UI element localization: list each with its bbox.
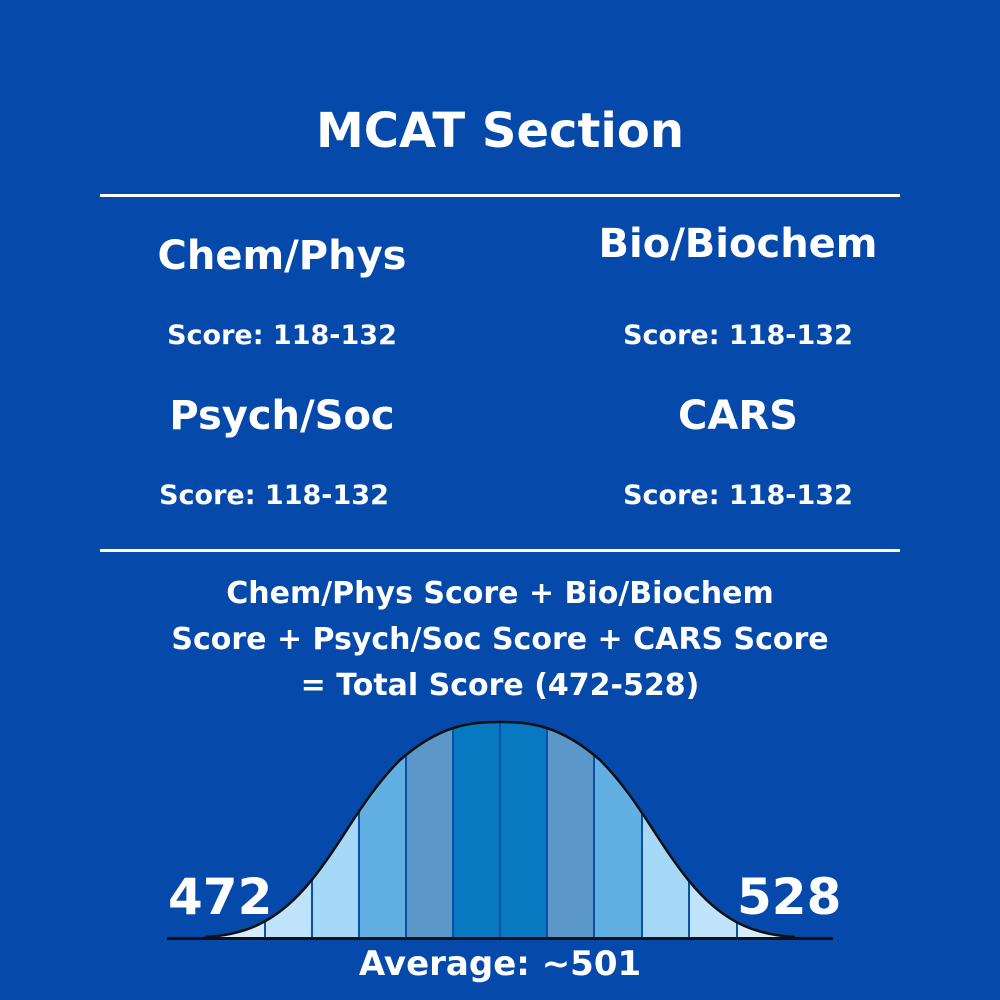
section-bio-biochem-score: Score: 118-132 (623, 320, 853, 351)
bell-curve-chart (167, 720, 833, 940)
section-bio-biochem-name: Bio/Biochem (598, 221, 878, 267)
section-chem-phys-name: Chem/Phys (157, 233, 407, 279)
score-formula: Chem/Phys Score + Bio/Biochem Score + Ps… (0, 571, 1000, 709)
formula-line-2: Score + Psych/Soc Score + CARS Score (171, 622, 829, 657)
max-score-label: 528 (737, 868, 842, 926)
bottom-divider (100, 549, 900, 552)
top-divider (100, 194, 900, 197)
formula-line-1: Chem/Phys Score + Bio/Biochem (226, 576, 774, 611)
bell-curve-outline (204, 720, 796, 939)
min-score-label: 472 (168, 868, 273, 926)
formula-line-3: = Total Score (472-528) (300, 668, 700, 703)
section-chem-phys-score: Score: 118-132 (167, 320, 397, 351)
section-cars-name: CARS (678, 393, 798, 439)
section-psych-soc-score: Score: 118-132 (159, 480, 389, 511)
section-psych-soc-name: Psych/Soc (169, 393, 395, 439)
section-cars-score: Score: 118-132 (623, 480, 853, 511)
average-score-label: Average: ~501 (358, 944, 642, 984)
page-title: MCAT Section (316, 103, 684, 159)
